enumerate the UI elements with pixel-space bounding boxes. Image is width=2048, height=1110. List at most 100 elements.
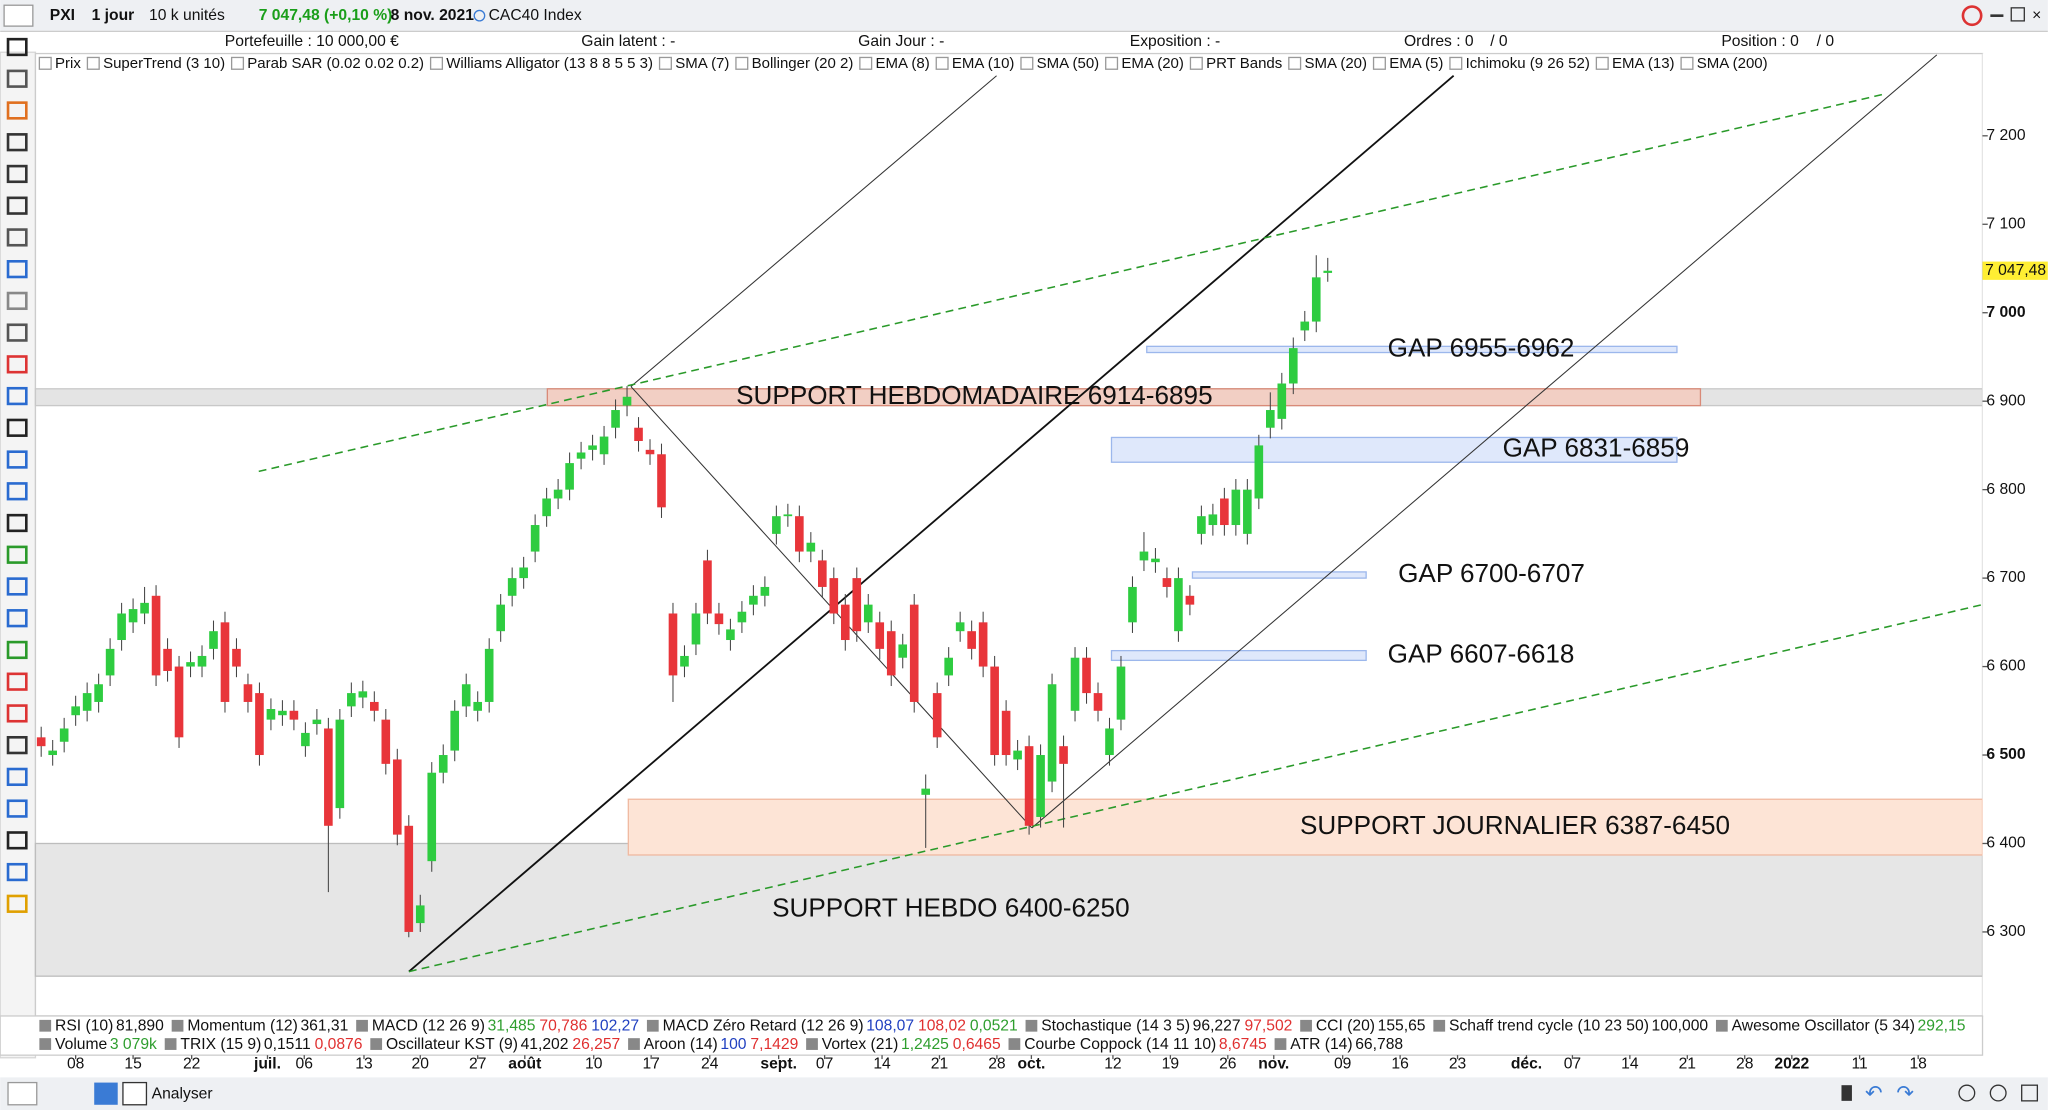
tool-button[interactable] [6,386,28,406]
overlay-label[interactable]: SMA (20) [1304,55,1367,72]
tool-button[interactable] [6,450,28,469]
tool-button[interactable] [6,133,28,152]
indicator-icon[interactable] [1274,1038,1287,1050]
overlay-checkbox[interactable] [1105,56,1119,70]
indicator-name[interactable]: Courbe Coppock (14 11 10) [1024,1036,1216,1053]
layout-button[interactable] [122,1081,148,1106]
indicator-icon[interactable] [164,1038,177,1050]
tool-button[interactable] [6,291,28,311]
tool-button[interactable] [6,323,28,342]
indicator-icon[interactable] [370,1038,383,1050]
overlay-checkbox[interactable] [1189,56,1203,70]
indicator-name[interactable]: Schaff trend cycle (10 23 50) [1449,1018,1649,1035]
indicator-icon[interactable] [806,1038,818,1050]
indicator-name[interactable]: CCI (20) [1316,1018,1375,1035]
tool-button[interactable] [6,894,28,913]
tool-button[interactable] [6,101,28,120]
tool-button[interactable] [6,672,28,691]
undo-button[interactable]: ↶ [1865,1082,1882,1105]
indicator-name[interactable]: Awesome Oscillator (5 34) [1732,1018,1915,1035]
overlay-label[interactable]: EMA (5) [1389,55,1443,72]
indicator-name[interactable]: Momentum (12) [187,1018,298,1035]
tool-button[interactable] [6,418,28,437]
overlay-label[interactable]: SuperTrend (3 10) [103,55,225,72]
overlay-checkbox[interactable] [658,56,672,70]
overlay-checkbox[interactable] [1288,56,1302,70]
zoom-out-button[interactable] [1958,1084,1976,1102]
fit-button[interactable] [2021,1084,2039,1102]
overlay-label[interactable]: EMA (20) [1121,55,1184,72]
overlay-checkbox[interactable] [86,56,100,70]
indicator-name[interactable]: Volume [55,1036,108,1053]
tool-button[interactable] [6,735,28,755]
scroll-button[interactable] [1841,1085,1852,1101]
tool-button[interactable] [6,609,28,628]
overlay-checkbox[interactable] [1372,56,1386,70]
tool-button[interactable] [6,831,28,850]
tool-button[interactable] [6,767,28,787]
indicator-name[interactable]: RSI (10) [55,1018,113,1035]
tool-button[interactable] [6,862,28,882]
overlay-checkbox[interactable] [735,56,749,70]
overlay-label[interactable]: Parab SAR (0.02 0.02 0.2) [247,55,424,72]
indicator-name[interactable]: Oscillateur KST (9) [386,1036,518,1053]
overlay-checkbox[interactable] [1595,56,1609,70]
close-button[interactable]: × [2032,7,2041,24]
tool-button[interactable] [6,577,28,596]
tool-button[interactable] [6,196,28,215]
indicator-icon[interactable] [171,1019,184,1032]
tool-button[interactable] [6,37,28,57]
indicator-icon[interactable] [1433,1019,1446,1032]
overlay-label[interactable]: Bollinger (20 2) [752,55,854,72]
overlay-label[interactable]: PRT Bands [1206,55,1282,72]
indicator-name[interactable]: MACD Zéro Retard (12 26 9) [663,1018,864,1035]
tool-button[interactable] [6,513,28,533]
overlay-label[interactable]: EMA (10) [952,55,1015,72]
tool-button[interactable] [6,228,28,247]
indicator-name[interactable]: TRIX (15 9) [180,1036,261,1053]
period-select[interactable]: 1 jour [92,7,135,24]
tool-button[interactable] [6,482,28,501]
indicator-icon[interactable] [646,1019,659,1032]
analyze-button[interactable]: Analyser [152,1085,213,1102]
overlay-checkbox[interactable] [1680,56,1694,70]
overlay-label[interactable]: EMA (13) [1612,55,1675,72]
overlay-label[interactable]: Williams Alligator (13 8 8 5 5 3) [446,55,653,72]
tool-button[interactable] [6,799,28,818]
overlay-checkbox[interactable] [1449,56,1463,70]
indicator-icon[interactable] [1715,1019,1728,1032]
refresh-button[interactable] [1961,5,1983,27]
tool-button[interactable] [6,355,28,374]
indicator-icon[interactable] [356,1019,368,1032]
units-select[interactable]: 10 k unités [149,7,225,24]
overlay-label[interactable]: SMA (7) [675,55,729,72]
tool-button[interactable] [6,260,28,279]
redo-button[interactable]: ↷ [1896,1082,1914,1105]
tool-button[interactable] [6,164,28,184]
overlay-label[interactable]: SMA (200) [1697,55,1768,72]
minimize-button[interactable] [1990,14,2004,17]
share-button[interactable] [94,1082,118,1105]
indicator-icon[interactable] [1300,1019,1312,1032]
overlay-label[interactable]: Prix [55,55,81,72]
indicator-icon[interactable] [1025,1019,1038,1032]
overlay-label[interactable]: Ichimoku (9 26 52) [1466,55,1590,72]
overlay-checkbox[interactable] [859,56,873,70]
indicator-icon[interactable] [628,1038,640,1050]
indicator-icon[interactable] [39,1038,52,1050]
tool-button[interactable] [6,704,28,723]
tool-button[interactable] [6,640,28,660]
tool-button[interactable] [6,545,28,564]
indicator-name[interactable]: ATR (14) [1290,1036,1352,1053]
indicator-name[interactable]: Aroon (14) [644,1036,718,1053]
overlay-label[interactable]: SMA (50) [1037,55,1100,72]
maximize-button[interactable] [2010,7,2025,22]
overlay-checkbox[interactable] [429,56,444,70]
symbol-select[interactable]: PXI [50,7,75,24]
overlay-checkbox[interactable] [230,56,245,70]
indicator-name[interactable]: MACD (12 26 9) [372,1018,485,1035]
tool-button[interactable] [6,69,28,88]
overlay-checkbox[interactable] [1020,56,1034,70]
zoom-in-button[interactable] [1989,1084,2007,1102]
indicator-icon[interactable] [39,1019,52,1032]
